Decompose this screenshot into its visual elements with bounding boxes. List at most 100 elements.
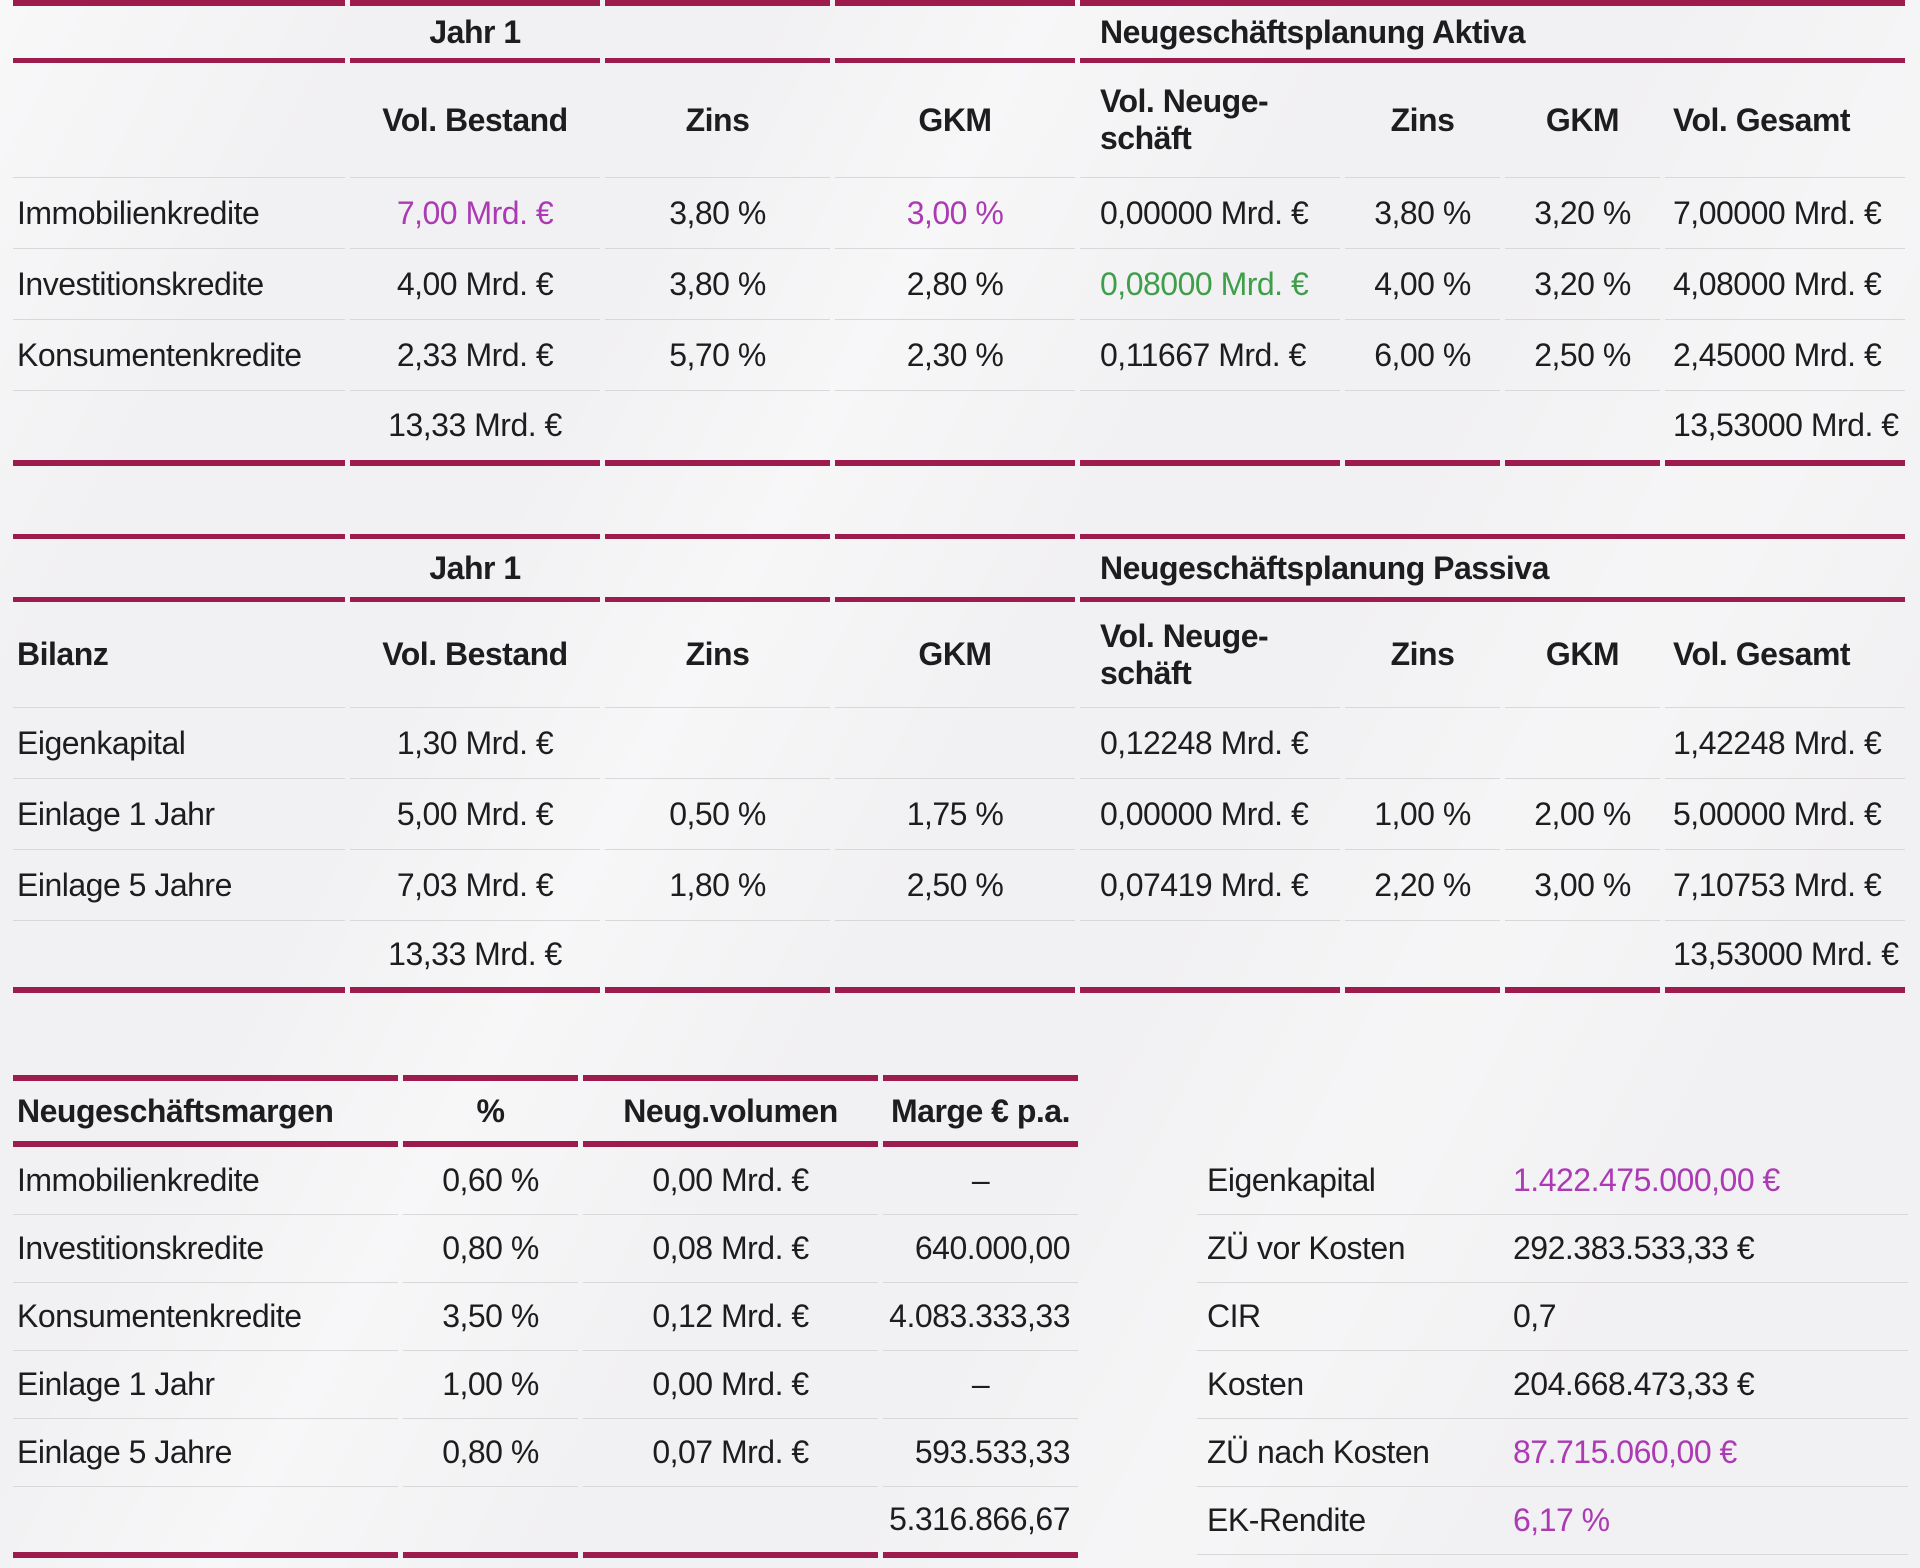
vol-neugeschaeft-cell: 0,11667 Mrd. €	[1080, 320, 1340, 391]
col-header-vol-bestand: Vol. Bestand	[350, 602, 600, 708]
zins-cell: 5,70 %	[605, 320, 830, 391]
gkm-cell	[835, 708, 1075, 779]
kpi-value: 1.422.475.000,00 €	[1513, 1162, 1780, 1198]
table-row: Eigenkapital 1,30 Mrd. € 0,12248 Mrd. € …	[13, 708, 1905, 779]
vol-bestand-cell: 2,33 Mrd. €	[350, 320, 600, 391]
gkm-cell: 3,00 %	[835, 178, 1075, 249]
neugvolumen-cell: 0,08 Mrd. €	[583, 1215, 878, 1283]
row-label: Immobilienkredite	[13, 1147, 398, 1215]
col-header-neugvolumen: Neug.volumen	[583, 1075, 878, 1147]
marge-cell: –	[883, 1351, 1078, 1419]
bottom-section: Neugeschäftsmargen % Neug.volumen Marge …	[0, 1003, 1920, 1558]
passiva-period-header: Jahr 1	[350, 534, 600, 602]
col-header-zins: Zins	[605, 63, 830, 178]
row-label: Einlage 1 Jahr	[13, 779, 345, 850]
row-label: Eigenkapital	[13, 708, 345, 779]
table-row: Investitionskredite 4,00 Mrd. € 3,80 % 2…	[13, 249, 1905, 320]
neugvolumen-cell: 0,12 Mrd. €	[583, 1283, 878, 1351]
gkm-neu-cell: 2,50 %	[1505, 320, 1660, 391]
totals-row: 5.316.866,67	[13, 1487, 1078, 1558]
kpi-value: 6,17 %	[1513, 1502, 1610, 1538]
kpi-panel: Eigenkapital 1.422.475.000,00 € ZÜ vor K…	[1197, 1147, 1908, 1555]
vol-bestand-cell: 1,30 Mrd. €	[350, 708, 600, 779]
col-header-vol-neugeschaeft: Vol. Neuge-schäft	[1080, 602, 1340, 708]
kpi-label: ZÜ vor Kosten	[1207, 1230, 1406, 1266]
row-label: Immobilienkredite	[13, 178, 345, 249]
col-header-gkm: GKM	[835, 602, 1075, 708]
marge-cell: 640.000,00	[883, 1215, 1078, 1283]
gkm-neu-cell: 3,20 %	[1505, 178, 1660, 249]
kpi-label: Eigenkapital	[1207, 1162, 1376, 1198]
zins-cell: 3,80 %	[605, 178, 830, 249]
totals-row: 13,33 Mrd. € 13,53000 Mrd. €	[13, 921, 1905, 993]
vol-neugeschaeft-cell: 0,07419 Mrd. €	[1080, 850, 1340, 921]
table-row: Einlage 1 Jahr 5,00 Mrd. € 0,50 % 1,75 %…	[13, 779, 1905, 850]
row-label: Konsumentenkredite	[13, 1283, 398, 1351]
vol-bestand-cell: 7,00 Mrd. €	[350, 178, 600, 249]
table-row: Einlage 5 Jahre 0,80 % 0,07 Mrd. € 593.5…	[13, 1419, 1078, 1487]
spacer-cell	[13, 0, 345, 63]
total-gesamt: 13,53000 Mrd. €	[1665, 391, 1905, 466]
spacer-cell	[835, 534, 1075, 602]
aktiva-period-header: Jahr 1	[350, 0, 600, 63]
percent-cell: 0,80 %	[403, 1419, 578, 1487]
kpi-row: EK-Rendite 6,17 %	[1197, 1487, 1908, 1555]
marge-cell: 593.533,33	[883, 1419, 1078, 1487]
zins-cell: 0,50 %	[605, 779, 830, 850]
passiva-section-header: Neugeschäftsplanung Passiva	[1080, 534, 1905, 602]
col-header-bilanz: Bilanz	[13, 602, 345, 708]
neugeschaeftsmargen-table: Neugeschäftsmargen % Neug.volumen Marge …	[8, 1075, 1083, 1558]
zins-cell: 3,80 %	[605, 249, 830, 320]
gkm-neu-cell	[1505, 708, 1660, 779]
gkm-cell: 2,50 %	[835, 850, 1075, 921]
spacer-cell	[13, 391, 345, 466]
col-header-gkm-neu: GKM	[1505, 63, 1660, 178]
col-header-zins: Zins	[605, 602, 830, 708]
marge-total: 5.316.866,67	[883, 1487, 1078, 1558]
kpi-row: ZÜ vor Kosten 292.383.533,33 €	[1197, 1215, 1908, 1283]
total-gesamt: 13,53000 Mrd. €	[1665, 921, 1905, 993]
col-header-marge: Marge € p.a.	[883, 1075, 1078, 1147]
spacer-cell	[13, 63, 345, 178]
kpi-value: 0,7	[1513, 1298, 1556, 1334]
totals-row: 13,33 Mrd. € 13,53000 Mrd. €	[13, 391, 1905, 466]
spacer-cell	[605, 0, 830, 63]
zins-neu-cell: 4,00 %	[1345, 249, 1500, 320]
col-header-vol-bestand: Vol. Bestand	[350, 63, 600, 178]
vol-gesamt-cell: 7,00000 Mrd. €	[1665, 178, 1905, 249]
kpi-value: 204.668.473,33 €	[1513, 1366, 1755, 1402]
kpi-row: CIR 0,7	[1197, 1283, 1908, 1351]
spacer-cell	[835, 0, 1075, 63]
percent-cell: 0,80 %	[403, 1215, 578, 1283]
gkm-cell: 2,30 %	[835, 320, 1075, 391]
kpi-label: ZÜ nach Kosten	[1207, 1434, 1430, 1470]
vol-bestand-cell: 4,00 Mrd. €	[350, 249, 600, 320]
passiva-table: Jahr 1 Neugeschäftsplanung Passiva Bilan…	[8, 534, 1910, 993]
gkm-neu-cell: 3,00 %	[1505, 850, 1660, 921]
table-row: Einlage 5 Jahre 7,03 Mrd. € 1,80 % 2,50 …	[13, 850, 1905, 921]
percent-cell: 3,50 %	[403, 1283, 578, 1351]
vol-gesamt-cell: 4,08000 Mrd. €	[1665, 249, 1905, 320]
col-header-percent: %	[403, 1075, 578, 1147]
marge-cell: 4.083.333,33	[883, 1283, 1078, 1351]
col-header-zins-neu: Zins	[1345, 602, 1500, 708]
total-bestand: 13,33 Mrd. €	[350, 391, 600, 466]
neugvolumen-cell: 0,00 Mrd. €	[583, 1351, 878, 1419]
neugvolumen-cell: 0,00 Mrd. €	[583, 1147, 878, 1215]
zins-neu-cell	[1345, 708, 1500, 779]
vol-bestand-cell: 7,03 Mrd. €	[350, 850, 600, 921]
spacer-cell	[13, 921, 345, 993]
kpi-label: EK-Rendite	[1207, 1502, 1366, 1538]
table-row: Immobilienkredite 0,60 % 0,00 Mrd. € –	[13, 1147, 1078, 1215]
zins-cell: 1,80 %	[605, 850, 830, 921]
gkm-neu-cell: 3,20 %	[1505, 249, 1660, 320]
col-header-vol-gesamt: Vol. Gesamt	[1665, 63, 1905, 178]
vol-neugeschaeft-cell: 0,12248 Mrd. €	[1080, 708, 1340, 779]
vol-neugeschaeft-cell: 0,08000 Mrd. €	[1080, 249, 1340, 320]
table-row: Einlage 1 Jahr 1,00 % 0,00 Mrd. € –	[13, 1351, 1078, 1419]
col-header-gkm-neu: GKM	[1505, 602, 1660, 708]
row-label: Einlage 5 Jahre	[13, 1419, 398, 1487]
kpi-row: Eigenkapital 1.422.475.000,00 €	[1197, 1147, 1908, 1215]
kpi-label: CIR	[1207, 1298, 1261, 1334]
